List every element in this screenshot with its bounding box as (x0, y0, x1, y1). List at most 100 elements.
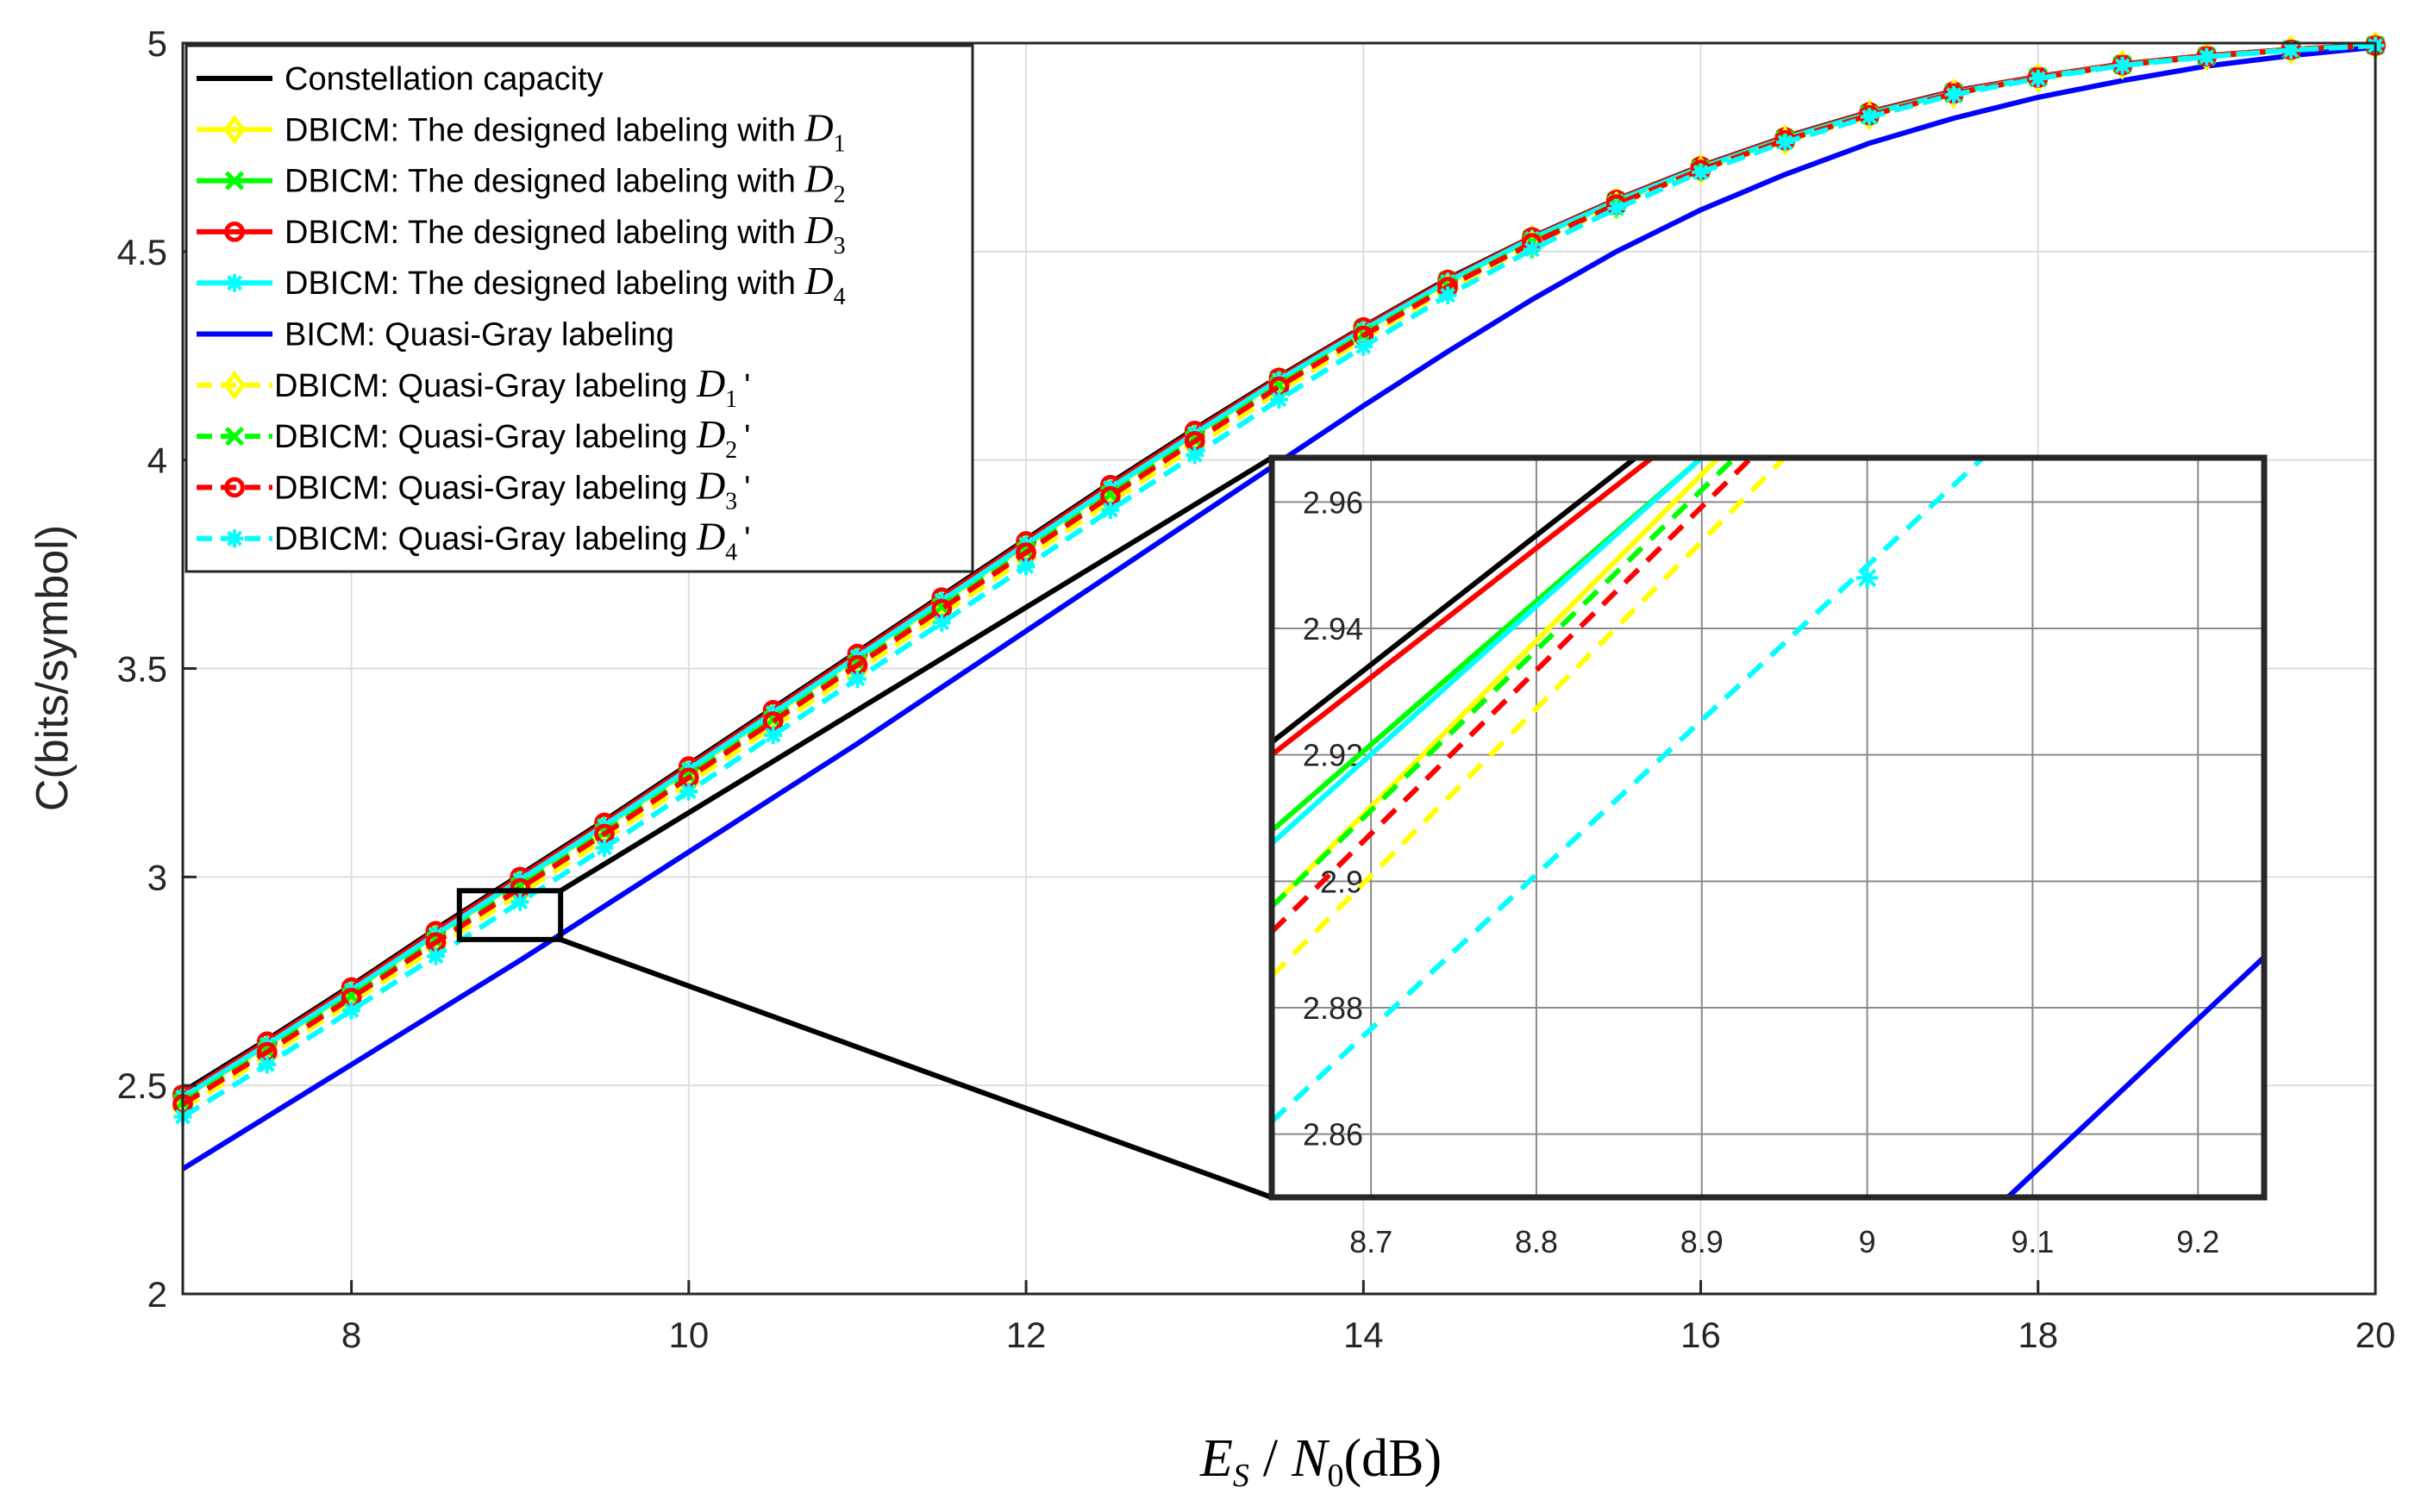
y-tick-label: 5 (147, 23, 167, 64)
inset-y-tick-label: 2.9 (1320, 864, 1363, 899)
inset-series-line (1272, 458, 1704, 846)
inset-series-line (1272, 458, 1754, 934)
y-tick-label: 4.5 (117, 232, 167, 272)
data-point (342, 1001, 361, 1020)
marker-star-stroke (1524, 241, 1540, 258)
legend-entry: DBICM: Quasi-Gray labeling D4 ' (197, 515, 750, 566)
data-point (932, 613, 951, 632)
marker-star-stroke (512, 894, 529, 910)
y-tick-label: 3 (147, 857, 167, 897)
legend-entry: DBICM: The designed labeling with D4 (197, 259, 846, 310)
inset-x-tick-label: 8.7 (1349, 1224, 1392, 1259)
inset-series-line (1272, 458, 1985, 1124)
marker-star-stroke (934, 615, 950, 631)
marker-star-stroke (343, 1003, 360, 1019)
marker-star-stroke (1186, 447, 1203, 463)
data-point (1523, 241, 1542, 259)
series-line (181, 42, 2376, 1119)
x-tick-label: 16 (1680, 1315, 1721, 1355)
x-tick-label: 8 (341, 1315, 361, 1355)
inset-series-line (2005, 955, 2264, 1197)
legend-label: Constellation capacity (285, 61, 604, 97)
x-tick-label: 12 (1006, 1315, 1047, 1355)
data-point (1692, 163, 1710, 182)
legend-entry: DBICM: Quasi-Gray labeling D1 ' (197, 361, 750, 413)
inset-x-tick-label: 8.8 (1515, 1224, 1558, 1259)
inset-y-tick-label: 2.88 (1303, 990, 1363, 1026)
marker-star-stroke (428, 948, 444, 965)
inset-series-line (1272, 458, 1637, 745)
inset-x-tick-label: 9 (1859, 1224, 1876, 1259)
marker-star-stroke (2283, 42, 2299, 59)
svg-text:ES/N0(dB): ES / N0(dB) (1199, 1429, 1442, 1494)
inset-x-tick-label: 9.1 (2011, 1224, 2054, 1259)
inset-y-tick-label: 2.86 (1303, 1117, 1363, 1153)
legend-marker (224, 171, 245, 191)
inset-grid (1272, 458, 2264, 1197)
inset-y-tick-label: 2.96 (1303, 484, 1363, 520)
zoom-connector (559, 455, 1273, 893)
data-point (1944, 85, 1963, 104)
marker-circle (224, 477, 245, 498)
legend-entry: Constellation capacity (197, 61, 604, 97)
marker-star-stroke (680, 784, 697, 800)
marker-star-stroke (1355, 339, 1372, 355)
data-point (1101, 501, 1120, 520)
legend-label: BICM: Quasi-Gray labeling (285, 317, 674, 353)
inset-series-line (1272, 458, 1655, 758)
marker-star-stroke (2030, 71, 2046, 87)
inset-series-line (1272, 458, 1786, 978)
marker-star-stroke (1018, 559, 1034, 574)
y-axis-label: C(bits/symbol) (28, 525, 78, 811)
legend-marker (224, 477, 245, 498)
data-point (1775, 133, 1794, 152)
data-point (2197, 47, 2216, 66)
x-tick-label: 18 (2018, 1315, 2058, 1355)
marker-star-stroke (1271, 391, 1287, 408)
y-tick-label: 2 (147, 1274, 167, 1315)
data-point (679, 782, 698, 801)
marker-star-stroke (1861, 109, 1878, 125)
legend-entry: DBICM: The designed labeling with D1 (197, 105, 846, 157)
legend-label: DBICM: Quasi-Gray labeling D2 ' (274, 412, 750, 464)
marker-star-stroke (227, 275, 242, 291)
marker-x-stroke (224, 426, 245, 447)
data-point (510, 892, 529, 911)
inset-data-point (1855, 566, 1879, 590)
zoom-connector (560, 937, 1273, 1200)
marker-star-stroke (1693, 165, 1709, 180)
inset-series-line (1272, 458, 1737, 909)
x-tick-label: 14 (1343, 1315, 1384, 1355)
zoom-indicator (456, 455, 1273, 1200)
data-point (2029, 69, 2048, 88)
data-point (1354, 337, 1373, 356)
marker-star-stroke (1777, 134, 1793, 151)
inset-x-tick-label: 9.2 (2176, 1224, 2219, 1259)
marker-star-stroke (259, 1057, 275, 1072)
legend-label: DBICM: Quasi-Gray labeling D4 ' (274, 515, 750, 566)
legend-label: DBICM: The designed labeling with D2 (285, 157, 846, 209)
legend-marker (223, 370, 246, 400)
legend-label: DBICM: The designed labeling with D3 (285, 208, 846, 259)
legend-entry: BICM: Quasi-Gray labeling (197, 317, 674, 353)
legend-entry: DBICM: The designed labeling with D3 (197, 208, 846, 259)
marker-star-stroke (227, 530, 242, 547)
marker-star-stroke (2114, 58, 2131, 74)
x-tick-label: 10 (668, 1315, 709, 1355)
marker-star-stroke (597, 840, 612, 856)
data-point (764, 726, 783, 745)
marker-star-stroke (1608, 201, 1624, 216)
data-point (2113, 56, 2131, 75)
data-point (258, 1055, 277, 1074)
legend-marker (223, 115, 246, 145)
inset-plot: 8.7 8.8 8.9 9 9.1 9.22.862.882.92.922.942.96 (1268, 454, 2268, 1259)
data-point (1607, 199, 1626, 218)
x-axis-label: ES / N0(dB) (1199, 1429, 1442, 1494)
legend-label: DBICM: The designed labeling with D4 (285, 259, 846, 310)
marker-diamond (223, 370, 246, 400)
legend-entry: DBICM: Quasi-Gray labeling D3 ' (197, 463, 750, 515)
inset-frame (1268, 454, 2268, 1201)
legend-entry: DBICM: The designed labeling with D2 (197, 157, 846, 209)
zoom-rectangle (456, 888, 564, 942)
marker-star-stroke (1857, 568, 1877, 587)
